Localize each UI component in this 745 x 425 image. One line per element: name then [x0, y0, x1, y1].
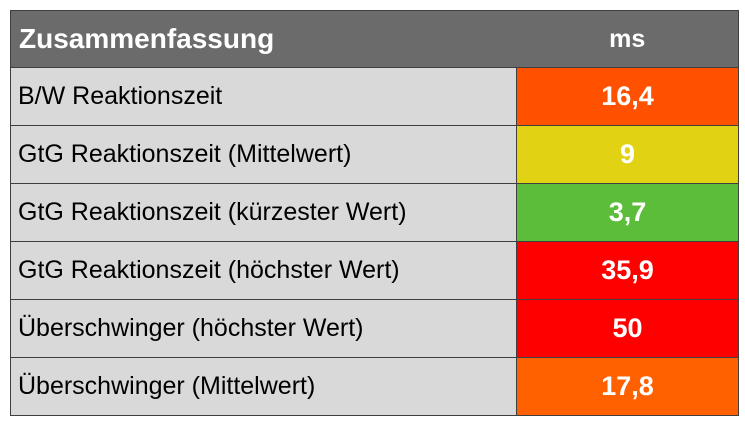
- table-row: Überschwinger (höchster Wert) 50: [10, 299, 739, 358]
- row-value: 35,9: [516, 241, 739, 300]
- row-value: 3,7: [516, 183, 739, 242]
- row-value: 17,8: [516, 357, 739, 416]
- summary-table: Zusammenfassung ms B/W Reaktionszeit 16,4…: [10, 10, 739, 416]
- row-label: Überschwinger (höchster Wert): [10, 299, 517, 358]
- row-label: GtG Reaktionszeit (Mittelwert): [10, 125, 517, 184]
- table-row: GtG Reaktionszeit (Mittelwert) 9: [10, 125, 739, 184]
- row-label: B/W Reaktionszeit: [10, 67, 517, 126]
- table-row: Überschwinger (Mittelwert) 17,8: [10, 357, 739, 416]
- row-value: 50: [516, 299, 739, 358]
- header-unit: ms: [516, 10, 739, 68]
- row-label: GtG Reaktionszeit (höchster Wert): [10, 241, 517, 300]
- table-body: B/W Reaktionszeit 16,4 GtG Reaktionszeit (…: [10, 67, 739, 416]
- row-label: GtG Reaktionszeit (kürzester Wert): [10, 183, 517, 242]
- row-label: Überschwinger (Mittelwert): [10, 357, 517, 416]
- table-row: B/W Reaktionszeit 16,4: [10, 67, 739, 126]
- table-row: GtG Reaktionszeit (kürzester Wert) 3,7: [10, 183, 739, 242]
- row-value: 16,4: [516, 67, 739, 126]
- row-value: 9: [516, 125, 739, 184]
- table-row: GtG Reaktionszeit (höchster Wert) 35,9: [10, 241, 739, 300]
- header-title: Zusammenfassung: [10, 10, 517, 68]
- table-header-row: Zusammenfassung ms: [10, 10, 739, 68]
